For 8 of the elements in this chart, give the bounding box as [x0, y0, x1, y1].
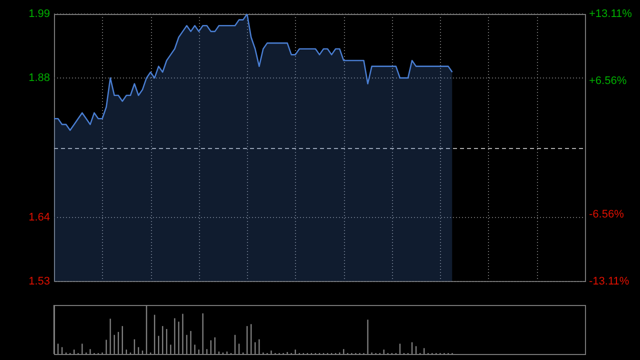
y-tick-label: 1.64	[28, 211, 50, 224]
y-tick-label: 1.99	[28, 8, 50, 20]
y-tick-label: 1.88	[28, 72, 50, 84]
y2-tick-label: +13.11%	[589, 8, 632, 20]
y-tick-label: 1.53	[28, 275, 50, 288]
y2-tick-label: -13.11%	[589, 275, 630, 288]
y2-tick-label: +6.56%	[589, 74, 627, 87]
y2-tick-label: -6.56%	[589, 208, 624, 221]
